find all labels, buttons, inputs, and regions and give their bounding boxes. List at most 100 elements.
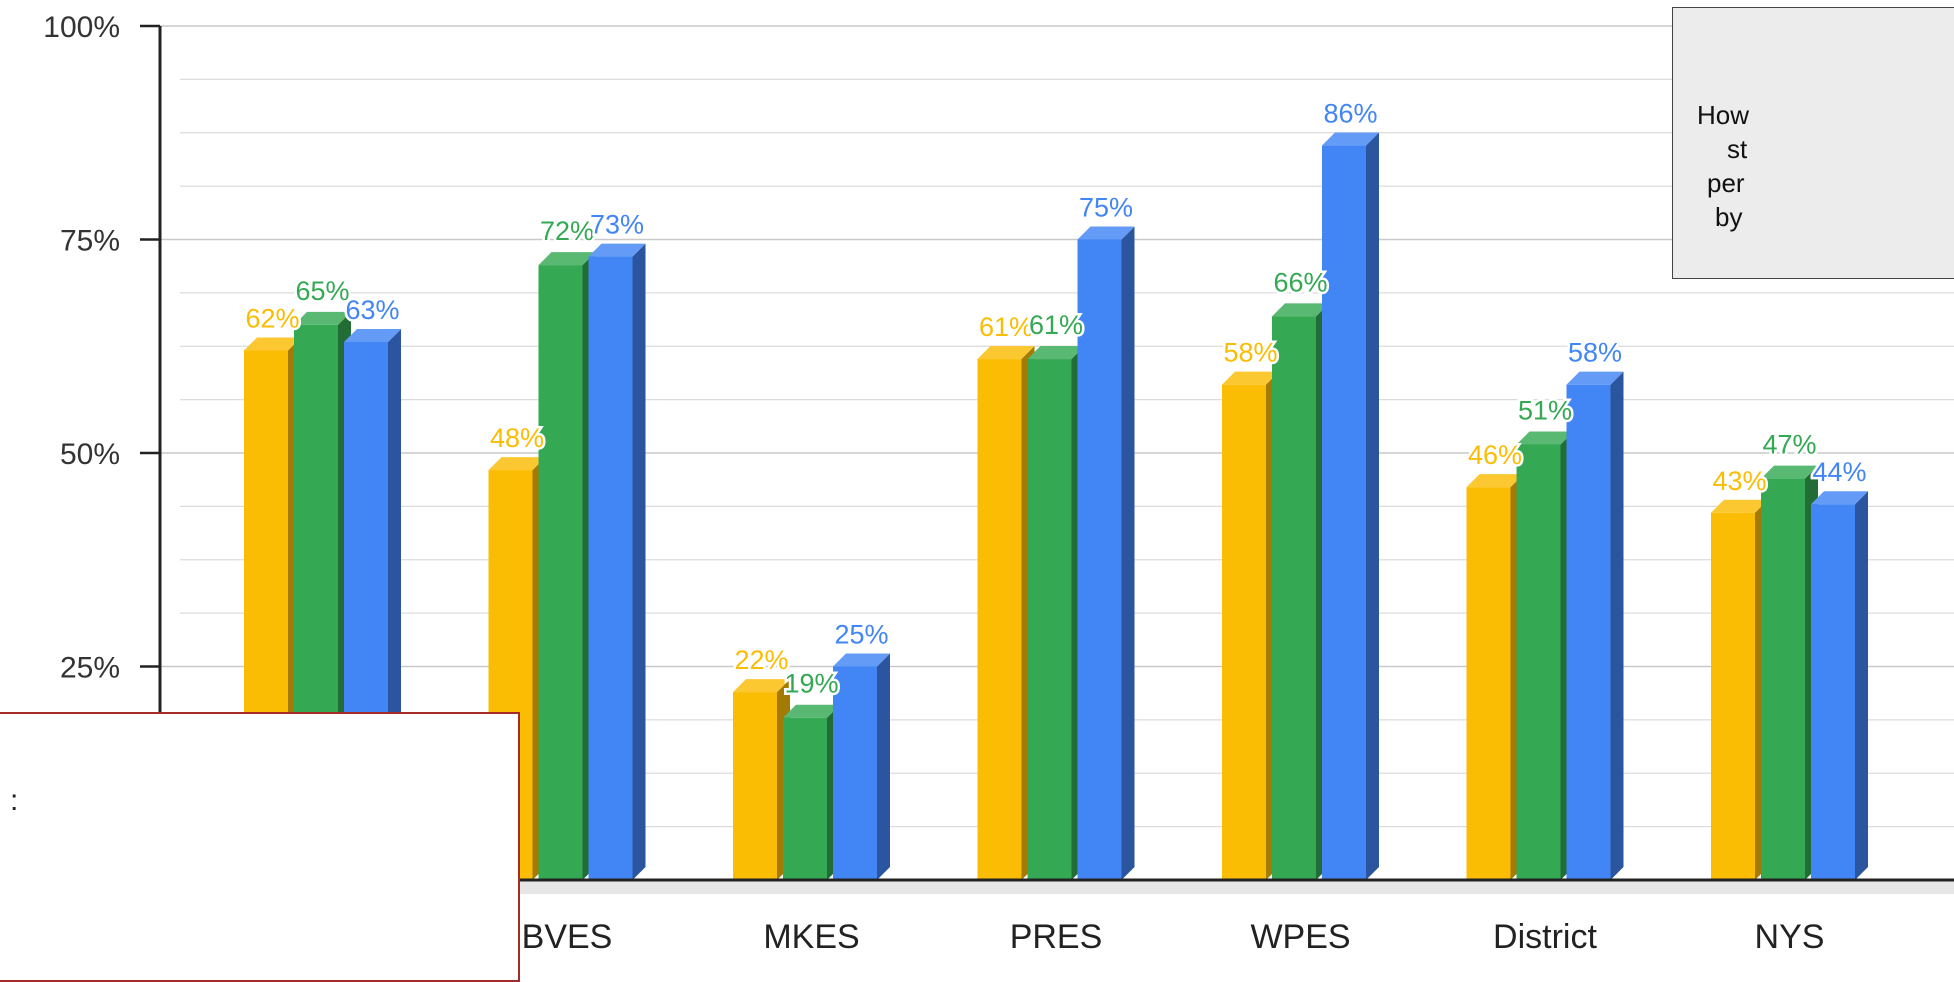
bar-front <box>1566 384 1611 880</box>
bar-top <box>1761 465 1818 479</box>
data-label: 47% <box>1762 430 1816 460</box>
bar-front <box>1272 316 1316 880</box>
data-label: 73% <box>590 210 644 240</box>
bar <box>538 252 596 880</box>
bar-top <box>733 679 790 693</box>
bar-side <box>1855 491 1868 880</box>
floor-shadow <box>150 880 1954 894</box>
bar-front <box>1811 504 1855 880</box>
data-label: 48% <box>490 423 544 453</box>
callout-line: per <box>1707 168 1745 198</box>
data-label: 58% <box>1223 338 1277 368</box>
bar-top <box>538 252 596 266</box>
bar-top <box>1566 371 1624 385</box>
data-label: 25% <box>834 620 888 650</box>
data-labels: 62%65%63% 48% 72%73% 22%19% 25% 61%61% 75% 58% 6… <box>243 96 1869 701</box>
bar-top <box>783 704 840 718</box>
bar-front <box>538 265 583 880</box>
bar <box>1027 346 1085 880</box>
bar <box>1322 132 1379 880</box>
data-label: 86% <box>1323 99 1377 129</box>
bar-top <box>244 337 301 351</box>
bar <box>588 243 646 881</box>
data-label: 58% <box>1568 338 1622 368</box>
data-label: 61% <box>1029 310 1083 340</box>
bar-front <box>1222 384 1266 880</box>
callout-line: How <box>1697 100 1750 130</box>
bar-side <box>877 653 890 880</box>
bar-front <box>1711 512 1755 880</box>
bar-top <box>1466 474 1524 488</box>
bar <box>1516 431 1574 880</box>
y-tick-label: 25% <box>60 652 120 685</box>
bar-top <box>588 243 646 257</box>
bar-front <box>1516 444 1561 880</box>
bar-side <box>1610 371 1624 880</box>
bar-front <box>588 256 633 881</box>
bar-top <box>1027 346 1085 360</box>
x-tick-label: NYS <box>1755 918 1825 956</box>
bar-top <box>1272 303 1329 317</box>
data-label: 22% <box>734 645 788 675</box>
callout-line: by <box>1715 202 1743 232</box>
bar-front <box>1466 487 1511 880</box>
bar-front <box>733 692 777 880</box>
bar-front <box>833 666 877 880</box>
y-tick-label: 75% <box>60 225 120 258</box>
bar-front <box>783 717 827 880</box>
bar-top <box>1516 431 1574 445</box>
bar <box>833 653 890 880</box>
bar-top <box>1322 132 1379 146</box>
x-tick-label: PRES <box>1010 918 1103 956</box>
data-label: 19% <box>784 669 838 699</box>
bar <box>1566 371 1624 880</box>
bar-side <box>632 243 646 880</box>
bar <box>1761 465 1818 880</box>
bar-top <box>344 328 401 342</box>
bar-top <box>1811 491 1868 505</box>
y-tick-label: 50% <box>60 438 120 471</box>
data-label: 44% <box>1812 457 1866 487</box>
bar-top <box>1711 499 1768 513</box>
bar-side <box>1121 226 1135 880</box>
bar-top <box>294 311 351 325</box>
bar-top <box>833 653 890 667</box>
bar <box>1272 303 1329 880</box>
data-label: 63% <box>345 295 399 325</box>
x-tick-label: WPES <box>1250 918 1350 956</box>
data-label: 66% <box>1273 267 1327 297</box>
bar <box>783 704 840 880</box>
x-tick-label: District <box>1493 918 1597 956</box>
data-label: 75% <box>1079 193 1133 223</box>
y-tick-label: 100% <box>43 11 120 44</box>
note-text: : <box>10 784 19 817</box>
bar <box>733 679 790 880</box>
bar-front <box>1077 239 1122 880</box>
data-label: 61% <box>979 312 1033 342</box>
bar-top <box>1077 226 1135 240</box>
bar <box>977 346 1035 880</box>
bar-front <box>1322 145 1366 880</box>
bar-front <box>977 359 1022 880</box>
callout-line: st <box>1727 134 1748 164</box>
data-label: 72% <box>540 216 594 246</box>
bar <box>1077 226 1135 880</box>
note-box: : <box>0 712 520 982</box>
bar <box>1711 499 1768 880</box>
x-tick-label: MKES <box>763 918 859 956</box>
data-label: 62% <box>245 304 299 334</box>
bar-front <box>1027 359 1072 880</box>
bar <box>1466 474 1524 880</box>
bar-side <box>1366 132 1379 880</box>
data-label: 65% <box>295 276 349 306</box>
callout-box: How st per by <box>1672 7 1954 279</box>
bar-front <box>1761 478 1805 880</box>
bar <box>1222 371 1279 880</box>
data-label: 43% <box>1712 466 1766 496</box>
bar <box>1811 491 1868 880</box>
data-label: 46% <box>1468 440 1522 470</box>
data-label: 51% <box>1518 395 1572 425</box>
x-tick-label: BVES <box>522 918 613 956</box>
bar-top <box>488 457 546 471</box>
bar-top <box>1222 371 1279 385</box>
